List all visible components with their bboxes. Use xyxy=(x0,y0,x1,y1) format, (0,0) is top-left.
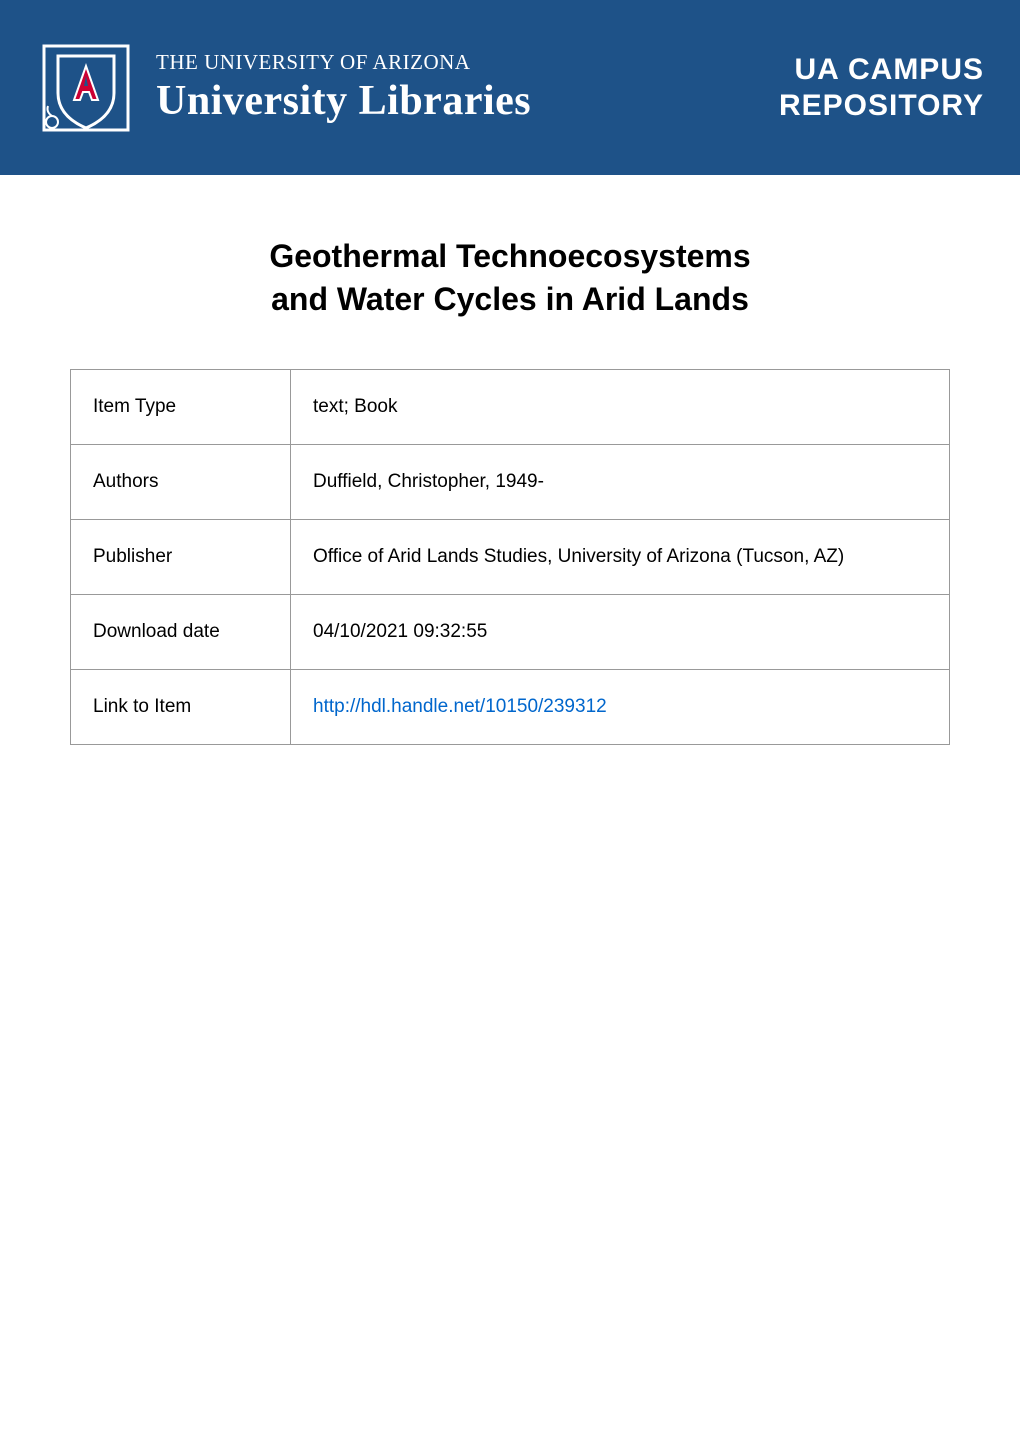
table-row: Authors Duffield, Christopher, 1949- xyxy=(71,445,950,520)
meta-label: Link to Item xyxy=(71,670,291,745)
table-row: Publisher Office of Arid Lands Studies, … xyxy=(71,520,950,595)
meta-label: Authors xyxy=(71,445,291,520)
meta-value-link: http://hdl.handle.net/10150/239312 xyxy=(291,670,950,745)
repo-title-line1: UA CAMPUS xyxy=(779,52,984,88)
item-link[interactable]: http://hdl.handle.net/10150/239312 xyxy=(313,696,607,717)
header-banner: THE UNIVERSITY OF ARIZONA University Lib… xyxy=(0,0,1020,175)
meta-value: Duffield, Christopher, 1949- xyxy=(291,445,950,520)
banner-subtitle: THE UNIVERSITY OF ARIZONA xyxy=(156,50,531,75)
banner-right-group: UA CAMPUS REPOSITORY xyxy=(779,52,984,124)
content-area: Geothermal Technoecosystems and Water Cy… xyxy=(0,175,1020,785)
page-title: Geothermal Technoecosystems and Water Cy… xyxy=(70,235,950,321)
meta-value: Office of Arid Lands Studies, University… xyxy=(291,520,950,595)
meta-label: Publisher xyxy=(71,520,291,595)
meta-label: Download date xyxy=(71,595,291,670)
metadata-tbody: Item Type text; Book Authors Duffield, C… xyxy=(71,370,950,745)
meta-label: Item Type xyxy=(71,370,291,445)
table-row: Item Type text; Book xyxy=(71,370,950,445)
table-row: Link to Item http://hdl.handle.net/10150… xyxy=(71,670,950,745)
page-title-line1: Geothermal Technoecosystems xyxy=(269,238,750,274)
meta-value: text; Book xyxy=(291,370,950,445)
banner-text-block: THE UNIVERSITY OF ARIZONA University Lib… xyxy=(156,50,531,125)
meta-value: 04/10/2021 09:32:55 xyxy=(291,595,950,670)
page-title-line2: and Water Cycles in Arid Lands xyxy=(271,281,749,317)
metadata-table: Item Type text; Book Authors Duffield, C… xyxy=(70,369,950,745)
ua-shield-icon xyxy=(36,38,136,138)
table-row: Download date 04/10/2021 09:32:55 xyxy=(71,595,950,670)
repo-title-line2: REPOSITORY xyxy=(779,88,984,124)
banner-left-group: THE UNIVERSITY OF ARIZONA University Lib… xyxy=(36,38,531,138)
banner-title: University Libraries xyxy=(156,77,531,125)
ua-logo xyxy=(36,38,136,138)
